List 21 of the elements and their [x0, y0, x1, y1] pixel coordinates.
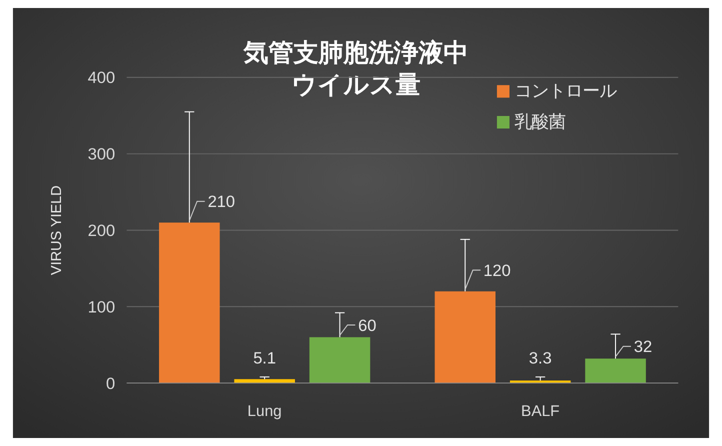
legend-label: 乳酸菌: [514, 112, 566, 132]
bar: [434, 291, 496, 384]
data-label: 60: [358, 316, 376, 335]
y-axis-title: VIRUS YIELD: [49, 185, 66, 276]
data-label: 32: [634, 338, 652, 356]
data-label: 210: [208, 193, 236, 212]
data-label: 3.3: [528, 349, 552, 368]
data-label: 5.1: [253, 349, 276, 368]
y-tick-label: 200: [88, 222, 116, 240]
bar: [234, 379, 295, 384]
x-tick-label: BALF: [521, 402, 560, 420]
y-tick-label: 100: [88, 298, 116, 316]
x-tick-label: Lung: [247, 402, 282, 420]
legend-label: コントロール: [514, 80, 616, 101]
bar: [309, 337, 370, 384]
bar: [585, 358, 646, 384]
bar: [159, 222, 220, 384]
y-tick-label: 300: [88, 146, 116, 164]
y-tick-label: 400: [88, 69, 116, 88]
y-tick-label: 0: [106, 374, 116, 393]
data-label: 120: [483, 262, 511, 280]
